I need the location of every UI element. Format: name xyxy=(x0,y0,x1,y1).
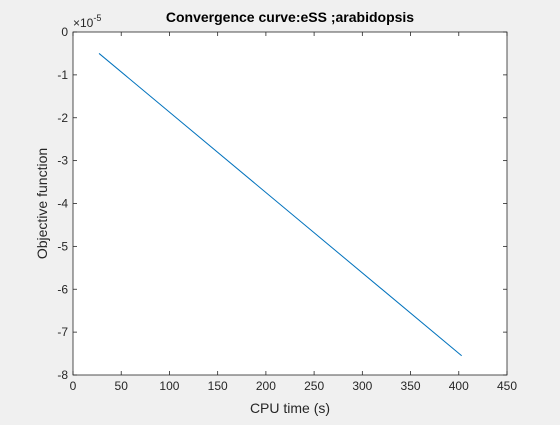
x-tick-label: 0 xyxy=(70,379,77,393)
y-tick-label: -7 xyxy=(57,325,68,339)
plot-area xyxy=(73,32,507,375)
y-tick-label: -2 xyxy=(57,111,68,125)
y-tick-label: -5 xyxy=(57,239,68,253)
x-tick-label: 250 xyxy=(304,379,324,393)
x-tick-label: 450 xyxy=(497,379,517,393)
y-tick-label: -6 xyxy=(57,282,68,296)
y-tick-label: -3 xyxy=(57,154,68,168)
y-exponent-label: ×10-5 xyxy=(73,13,101,30)
chart-title: Convergence curve:eSS ;arabidopsis xyxy=(166,9,414,25)
y-tick-label: -1 xyxy=(57,68,68,82)
x-axis-label: CPU time (s) xyxy=(250,400,330,416)
x-tick-label: 50 xyxy=(115,379,129,393)
y-tick-label: -4 xyxy=(57,197,68,211)
x-tick-label: 200 xyxy=(256,379,276,393)
y-axis-label: Objective function xyxy=(34,148,50,259)
y-exponent-base: ×10 xyxy=(73,16,94,30)
y-tick-label: 0 xyxy=(61,25,68,39)
x-tick-label: 150 xyxy=(208,379,228,393)
x-tick-label: 300 xyxy=(352,379,372,393)
x-tick-label: 350 xyxy=(401,379,421,393)
y-tick-label: -8 xyxy=(57,368,68,382)
x-tick-label: 400 xyxy=(449,379,469,393)
y-exponent-power: -5 xyxy=(93,13,101,23)
x-tick-label: 100 xyxy=(159,379,179,393)
series-line xyxy=(98,53,462,357)
